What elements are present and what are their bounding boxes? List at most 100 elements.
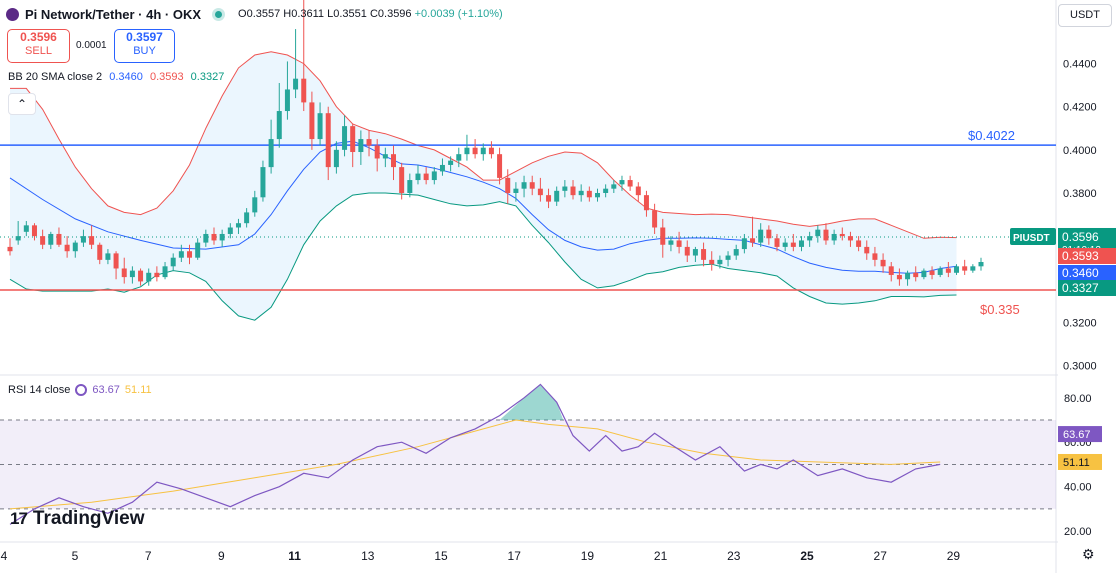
time-tick-label: 15 bbox=[434, 549, 448, 563]
candle-body bbox=[309, 102, 315, 140]
rsi-value-tag: 63.67 bbox=[1063, 429, 1091, 441]
ohlc-high: H0.3611 bbox=[283, 8, 325, 20]
candle-body bbox=[513, 188, 519, 193]
candle-body bbox=[154, 272, 160, 278]
sell-price: 0.3596 bbox=[20, 30, 57, 44]
rsi-ma-line bbox=[9, 419, 941, 510]
candle-body bbox=[521, 182, 527, 189]
candle-body bbox=[162, 266, 168, 278]
candle-body bbox=[546, 195, 552, 202]
candle-body bbox=[195, 242, 201, 258]
candle-body bbox=[391, 154, 397, 168]
bb-legend-label: BB 20 SMA close 2 bbox=[8, 71, 103, 83]
ohlc-values: O0.3557 H0.3611 L0.3551 C0.3596 +0.0039 … bbox=[238, 8, 510, 20]
candle-body bbox=[905, 272, 911, 280]
candle-body bbox=[962, 266, 968, 271]
candle-body bbox=[750, 238, 756, 243]
rsi-line bbox=[9, 383, 941, 525]
candle-body bbox=[80, 236, 86, 243]
candle-body bbox=[864, 246, 870, 254]
candle-body bbox=[970, 266, 976, 271]
time-tick-label: 7 bbox=[145, 549, 152, 563]
time-tick-label: 25 bbox=[800, 549, 814, 563]
candle-body bbox=[497, 154, 503, 178]
level-label-0: $0.4022 bbox=[968, 128, 1015, 143]
candle-body bbox=[350, 126, 356, 153]
candle-body bbox=[888, 266, 894, 275]
candle-body bbox=[766, 229, 772, 239]
candle-body bbox=[480, 147, 486, 155]
collapse-legend-button[interactable]: ⌃ bbox=[8, 93, 36, 115]
band-price-tag-bg bbox=[1058, 265, 1116, 281]
candle-body bbox=[872, 253, 878, 260]
candle-body bbox=[896, 274, 902, 280]
candle-body bbox=[643, 195, 649, 211]
candle-body bbox=[431, 171, 437, 181]
candle-body bbox=[72, 242, 78, 252]
rsi-legend[interactable]: RSI 14 close 63.67 51.11 bbox=[8, 384, 152, 396]
candle-body bbox=[929, 270, 935, 275]
symbol-title[interactable]: Pi Network/Tether · 4h · OKX bbox=[25, 6, 202, 22]
time-tick-label: 23 bbox=[727, 549, 741, 563]
candle-body bbox=[260, 167, 266, 198]
band-price-tag-bg bbox=[1058, 280, 1116, 296]
candle-body bbox=[741, 238, 747, 250]
rsi-value-tag: 51.11 bbox=[1063, 457, 1090, 469]
candle-body bbox=[138, 270, 144, 282]
chevron-up-icon: ⌃ bbox=[16, 97, 28, 111]
rsi-tick-label: 20.00 bbox=[1064, 526, 1092, 538]
price-tick-label: 0.3000 bbox=[1063, 361, 1097, 373]
symbol-tag-bg bbox=[1010, 227, 1056, 245]
candle-body bbox=[325, 113, 331, 168]
candle-body bbox=[945, 268, 951, 273]
candle-body bbox=[276, 111, 282, 140]
buy-button[interactable]: 0.3597 BUY bbox=[114, 29, 175, 63]
candle-body bbox=[64, 244, 70, 252]
candle-body bbox=[146, 272, 152, 282]
rsi-tick-label: 40.00 bbox=[1064, 482, 1092, 494]
candle-body bbox=[554, 190, 560, 202]
candle-body bbox=[7, 246, 13, 252]
candle-body bbox=[709, 259, 715, 265]
candle-body bbox=[611, 184, 617, 189]
candle-body bbox=[113, 253, 119, 269]
candle-body bbox=[921, 270, 927, 278]
candle-body bbox=[89, 236, 95, 245]
candle-body bbox=[342, 126, 348, 150]
tradingview-mark-icon: 17 bbox=[10, 509, 28, 528]
candle-body bbox=[97, 244, 103, 260]
rsi-legend-value: 63.67 bbox=[92, 384, 120, 396]
candle-body bbox=[570, 186, 576, 196]
rsi-value-tag-bg bbox=[1058, 453, 1102, 470]
candle-body bbox=[847, 236, 853, 241]
symbol-header: Pi Network/Tether · 4h · OKX O0.3557 H0.… bbox=[6, 6, 510, 22]
candle-body bbox=[317, 113, 323, 140]
candle-body bbox=[407, 180, 413, 193]
candle-body bbox=[578, 190, 584, 196]
candle-body bbox=[758, 229, 764, 243]
candle-body bbox=[954, 266, 960, 273]
candle-body bbox=[23, 225, 29, 232]
time-tick-label: 17 bbox=[508, 549, 522, 563]
currency-selector[interactable]: USDT bbox=[1058, 4, 1112, 27]
level-label-1: $0.335 bbox=[980, 302, 1020, 317]
candle-body bbox=[293, 78, 299, 90]
rsi-loading-icon bbox=[75, 384, 88, 396]
price-tick-label: 0.3200 bbox=[1063, 317, 1097, 329]
time-tick-label: 4 bbox=[1, 549, 8, 563]
settings-gear-icon[interactable]: ⚙ bbox=[1082, 546, 1095, 562]
tradingview-logo[interactable]: 17 TradingView bbox=[10, 508, 145, 530]
candle-body bbox=[366, 139, 372, 146]
sell-button[interactable]: 0.3596 SELL bbox=[7, 29, 70, 63]
candle-body bbox=[268, 139, 274, 168]
bb-legend[interactable]: BB 20 SMA close 2 0.3460 0.3593 0.3327 bbox=[8, 71, 228, 83]
pi-logo-icon bbox=[6, 7, 19, 21]
candle-body bbox=[529, 182, 535, 189]
candle-body bbox=[40, 236, 46, 245]
candle-body bbox=[676, 240, 682, 247]
candle-body bbox=[301, 78, 307, 103]
candle-body bbox=[913, 272, 919, 278]
candle-body bbox=[790, 242, 796, 247]
candle-body bbox=[399, 167, 405, 193]
